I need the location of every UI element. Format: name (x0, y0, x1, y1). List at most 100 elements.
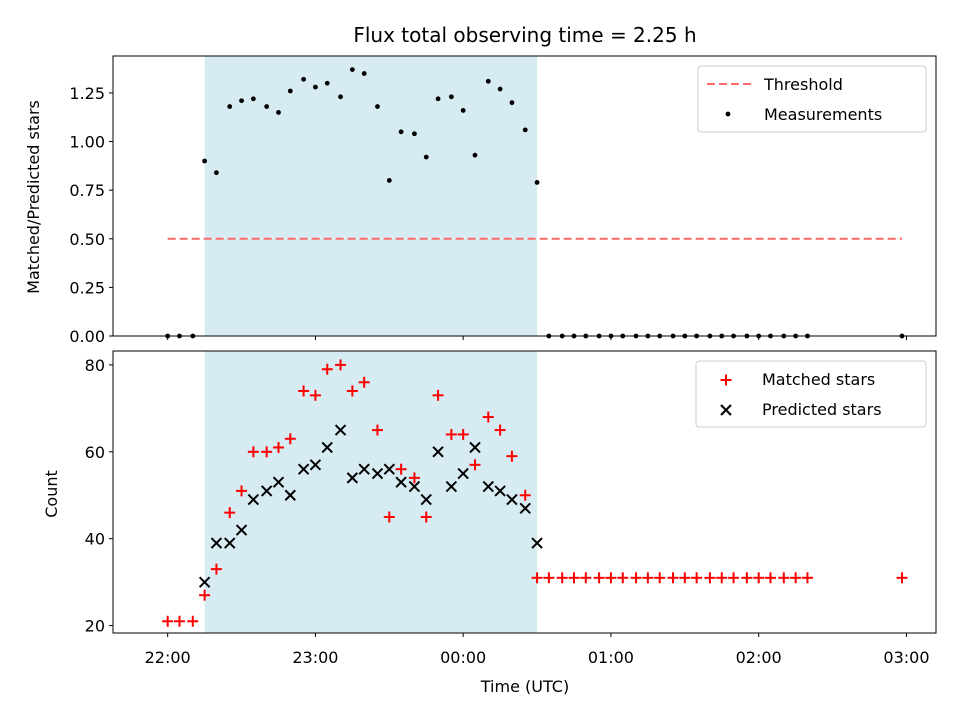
predicted-star-point (346, 472, 359, 484)
matched-star-point (765, 572, 777, 584)
matched-star-point (556, 572, 568, 584)
measurement-point (276, 109, 281, 115)
matched-star-point (162, 615, 174, 627)
predicted-star-point-b (482, 480, 495, 493)
predicted-star-point (297, 463, 310, 475)
bottom-shaded-span (204, 351, 538, 633)
legend-predicted-label: Predicted stars (762, 400, 882, 419)
measurement-point (239, 98, 244, 104)
predicted-star-point-b (445, 480, 458, 493)
matched-star-point (593, 572, 605, 584)
bottom-x-tick-label: 00:00 (440, 648, 486, 667)
predicted-star-point (494, 485, 506, 497)
matched-star-point (531, 572, 543, 584)
matched-star-point (790, 572, 802, 584)
predicted-star-point-b (321, 441, 333, 454)
matched-star-point (704, 572, 716, 584)
predicted-star-point-b (198, 576, 211, 588)
matched-star-point (371, 424, 383, 436)
predicted-star-point (506, 493, 518, 506)
bottom-panel: 22:00 23:00 00:00 01:00 02:00 03:00 20 40 60 80 C… (42, 350, 937, 696)
bottom-axes-frame (112, 350, 937, 634)
matched-star-point (272, 441, 284, 453)
predicted-star-point-b (457, 467, 469, 480)
matched-star-point (519, 489, 531, 501)
measurement-point (214, 170, 219, 176)
matched-star-point (654, 572, 666, 584)
legend-measurements-label: Measurements (764, 105, 882, 124)
predicted-star-point-b (260, 485, 273, 497)
top-y-tick-label: 1.25 (69, 84, 105, 103)
bottom-y-tick-label: 40 (85, 530, 105, 549)
predicted-star-point (272, 476, 285, 488)
matched-star-point (321, 363, 333, 375)
matched-star-point (457, 428, 469, 440)
matched-star-point (224, 507, 236, 519)
predicted-star-point-b (235, 524, 248, 536)
measurement-point (534, 179, 540, 185)
matched-star-point (801, 572, 813, 584)
matched-star-point (236, 485, 248, 497)
measurement-point (227, 104, 233, 109)
measurement-point (250, 96, 256, 102)
matched-star-point (335, 359, 347, 371)
matched-star-point (346, 385, 358, 397)
bottom-y-tick-label: 60 (85, 443, 105, 462)
predicted-star-point (309, 459, 322, 471)
top-shaded-span (204, 56, 538, 336)
predicted-star-point (247, 493, 260, 506)
measurement-point (202, 158, 208, 164)
measurement-point (287, 88, 293, 94)
matched-star-point (679, 572, 691, 584)
top-y-tick-label: 0.50 (69, 230, 105, 249)
legend-plus-mark (720, 374, 732, 386)
predicted-star-point-b (334, 424, 347, 436)
matched-star-point (408, 472, 420, 484)
predicted-star-point-b (224, 537, 236, 549)
predicted-star-point (371, 467, 384, 480)
top-axes-frame (112, 55, 937, 337)
matched-star-point (568, 572, 580, 584)
predicted-star-point-b (494, 485, 506, 497)
predicted-star-point-b (284, 489, 297, 501)
predicted-star-point (260, 485, 273, 497)
predicted-star-point (284, 489, 297, 501)
legend-matched-label: Matched stars (762, 370, 875, 389)
matched-star-point (482, 411, 494, 423)
legend-predicted-swatch (720, 404, 732, 416)
predicted-star-point (210, 537, 223, 549)
matched-star-point (896, 572, 908, 584)
predicted-star-point-b (408, 480, 421, 493)
predicted-star-point-b (469, 441, 481, 454)
matched-star-point (642, 572, 654, 584)
matched-star-point (420, 511, 432, 523)
measurement-point (264, 104, 270, 109)
bottom-x-tick-label: 01:00 (588, 648, 634, 667)
matched-star-point (630, 572, 642, 584)
predicted-star-point-b (247, 493, 260, 506)
predicted-star-point-b (272, 476, 285, 488)
measurement-point (423, 154, 429, 160)
matched-star-point (716, 572, 728, 584)
matched-star-point (395, 463, 407, 475)
top-y-tick-label: 1.00 (69, 133, 105, 152)
predicted-star-point (432, 446, 444, 458)
predicted-star-point (408, 480, 421, 493)
matched-star-point (199, 589, 211, 601)
measurement-point (313, 84, 318, 90)
bottom-x-tick-label: 02:00 (736, 648, 782, 667)
predicted-star-point-b (346, 472, 359, 484)
matched-star-point (506, 450, 518, 462)
predicted-star-point-b (371, 467, 384, 480)
matched-star-point (753, 572, 765, 584)
measurement-point (361, 71, 367, 76)
predicted-star-point (482, 480, 495, 493)
matched-star-point (261, 446, 273, 458)
predicted-star-point-b (420, 493, 432, 506)
bottom-y-tick-label: 80 (85, 356, 105, 375)
predicted-star-point-b (383, 463, 396, 475)
top-panel: 0.00 0.25 0.50 0.75 1.00 1.25 Matched/Predict… (24, 55, 937, 346)
measurement-point (324, 80, 330, 86)
predicted-star-point-b (531, 537, 543, 549)
predicted-star-point (334, 424, 347, 436)
